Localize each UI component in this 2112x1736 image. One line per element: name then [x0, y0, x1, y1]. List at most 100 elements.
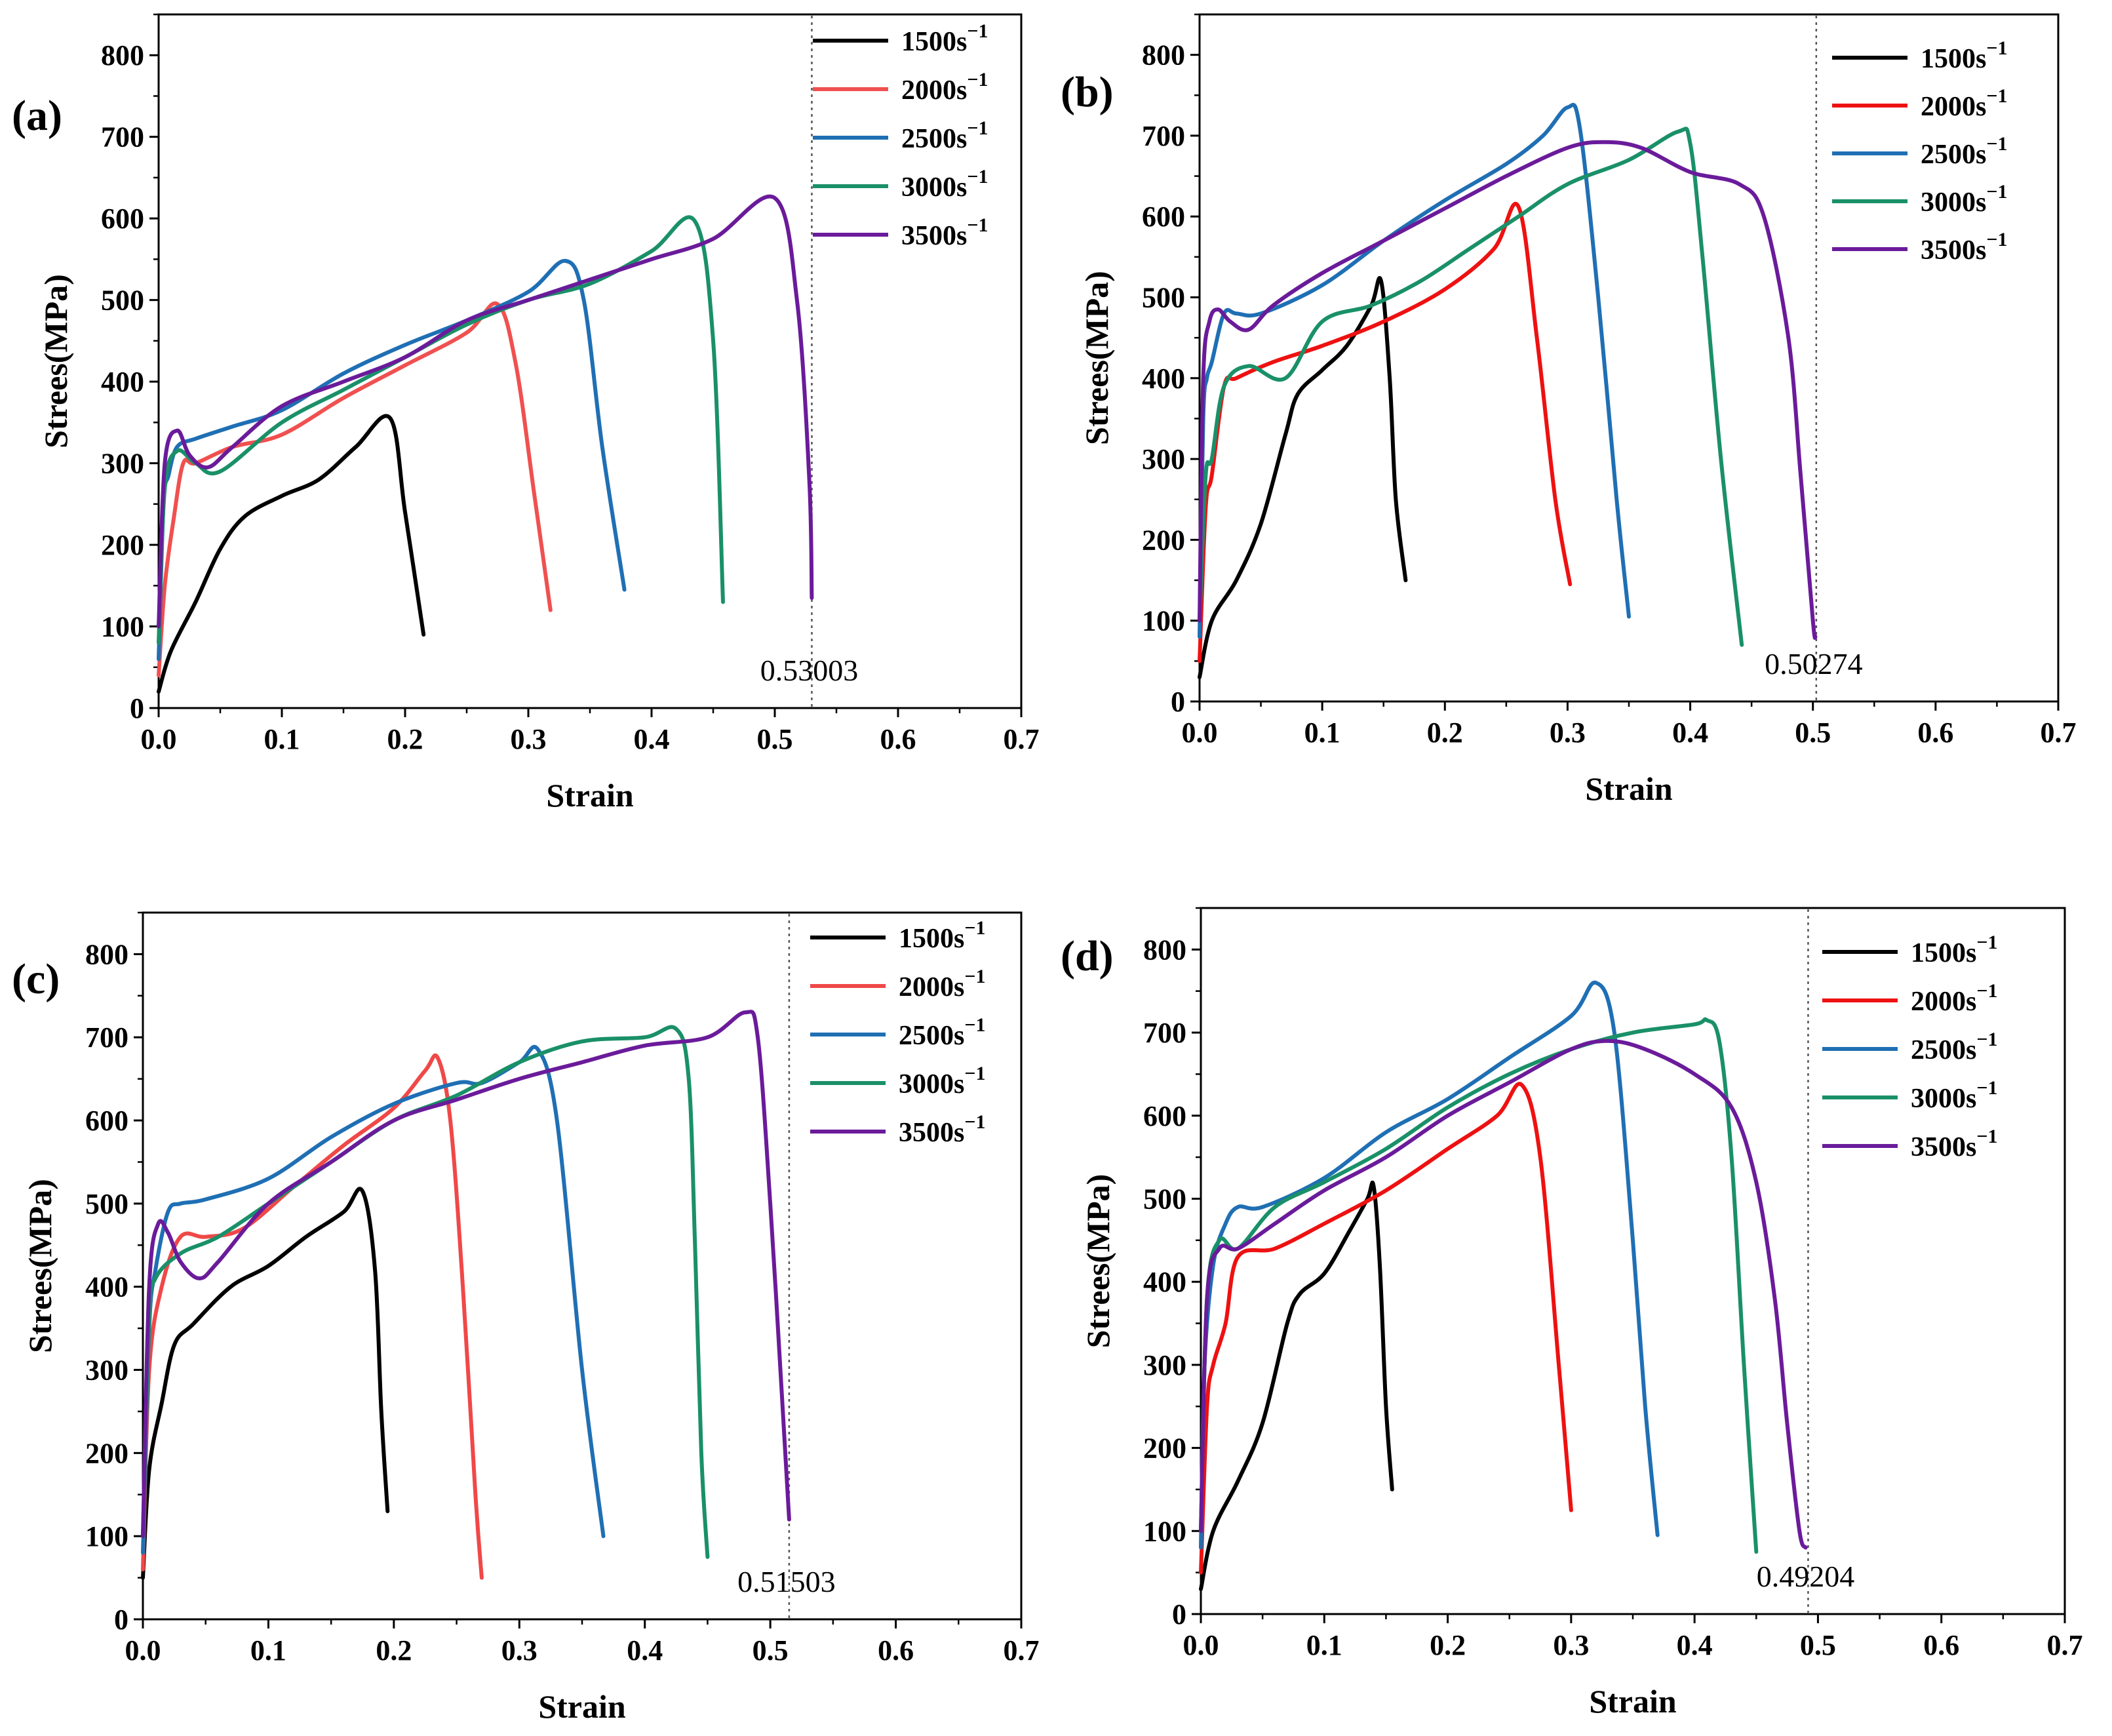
x-tick-label: 0.0 — [1182, 717, 1218, 749]
y-tick-label: 300 — [85, 1354, 128, 1387]
x-tick-label: 0.7 — [1004, 1634, 1040, 1667]
legend-label: 3500s−1 — [1921, 229, 2007, 266]
y-tick-label: 400 — [1143, 1266, 1186, 1298]
y-tick-label: 300 — [1142, 443, 1185, 475]
y-tick-label: 300 — [1143, 1349, 1186, 1381]
panel-c: 0.0 0.1 0.2 0.3 0.4 0.5 0.6 0.7 0 100 200 300 400 500… — [12, 911, 1040, 1725]
legend-label: 1500s−1 — [901, 20, 988, 57]
legend-label: 2500s−1 — [899, 1014, 985, 1051]
x-tick-label: 0.7 — [1004, 723, 1040, 755]
y-tick-label: 400 — [1142, 363, 1185, 395]
y-axis-label: Strees(MPa) — [1078, 271, 1115, 445]
panel-label: (a) — [12, 92, 62, 140]
y-tick-label: 700 — [1143, 1017, 1186, 1049]
series-line-3500s — [157, 194, 814, 629]
legend-label: 2500s−1 — [901, 117, 988, 154]
legend-label: 3000s−1 — [1911, 1077, 1997, 1114]
series-line-2000s — [157, 301, 553, 678]
y-tick-label: 800 — [1142, 39, 1185, 71]
series-line-1500s — [157, 414, 426, 694]
x-tick-label: 0.3 — [1553, 1629, 1589, 1661]
panel-b: 0.0 0.1 0.2 0.3 0.4 0.5 0.6 0.7 0 100 200 300 400 500… — [1061, 13, 2077, 807]
x-tick-label: 0.4 — [627, 1634, 663, 1667]
legend-label: 1500s−1 — [1911, 932, 1997, 968]
x-tick-label: 0.1 — [264, 723, 300, 755]
series-line-2500s — [1198, 102, 1631, 639]
y-tick-label: 600 — [1142, 201, 1185, 233]
legend-label: 2000s−1 — [1921, 85, 2007, 122]
series-line-1500s — [1199, 1180, 1394, 1591]
fracture-strain-annotation: 0.51503 — [737, 1565, 836, 1598]
panel-d: 0.0 0.1 0.2 0.3 0.4 0.5 0.6 0.7 0 100 200 300 400 500… — [1061, 907, 2083, 1720]
y-tick-label: 600 — [85, 1105, 128, 1137]
plot-frame — [142, 911, 1023, 1621]
legend-label: 2000s−1 — [901, 69, 988, 106]
y-tick-label: 100 — [1143, 1515, 1186, 1547]
y-tick-label: 100 — [1142, 605, 1185, 637]
legend-label: 3500s−1 — [899, 1111, 985, 1148]
y-tick-label: 600 — [101, 203, 144, 235]
series-line-3000s — [141, 1025, 710, 1559]
legend-label: 3000s−1 — [899, 1063, 985, 1099]
x-tick-label: 0.0 — [1183, 1629, 1219, 1661]
x-tick-label: 0.0 — [125, 1634, 161, 1667]
legend-label: 1500s−1 — [1921, 37, 2007, 74]
y-tick-label: 200 — [85, 1437, 128, 1469]
x-tick-label: 0.4 — [634, 723, 670, 755]
series-line-3000s — [157, 215, 725, 645]
x-tick-label: 0.4 — [1677, 1629, 1713, 1661]
panel-label: (d) — [1061, 932, 1114, 980]
y-tick-label: 200 — [101, 529, 144, 561]
y-tick-label: 700 — [1142, 120, 1185, 152]
series-line-2000s — [1199, 1082, 1573, 1575]
series-line-3000s — [1199, 1017, 1759, 1554]
x-tick-label: 0.6 — [880, 723, 916, 755]
y-tick-label: 500 — [1142, 282, 1185, 314]
legend-label: 3500s−1 — [901, 214, 988, 251]
series-line-2500s — [157, 258, 627, 661]
plot-frame — [157, 13, 1023, 709]
x-tick-label: 0.0 — [141, 723, 177, 755]
y-tick-label: 100 — [85, 1520, 128, 1552]
series-line-2500s — [1199, 980, 1660, 1550]
x-tick-label: 0.1 — [1304, 717, 1340, 749]
y-axis-label: Strees(MPa) — [1080, 1174, 1116, 1349]
x-tick-label: 0.3 — [1550, 717, 1586, 749]
legend-label: 1500s−1 — [899, 917, 985, 954]
y-tick-label: 700 — [85, 1021, 128, 1054]
x-axis-label: Strain — [1589, 1683, 1677, 1720]
y-tick-label: 0 — [1171, 686, 1185, 718]
panel-a: 0.0 0.1 0.2 0.3 0.4 0.5 0.6 0.7 0 100 200 300 400 500… — [12, 13, 1040, 814]
panel-label: (b) — [1061, 68, 1114, 116]
y-tick-label: 500 — [101, 285, 144, 317]
y-tick-label: 800 — [1143, 934, 1186, 966]
y-tick-label: 800 — [85, 938, 128, 970]
legend-label: 3000s−1 — [1921, 181, 2007, 218]
x-tick-label: 0.1 — [1306, 1629, 1342, 1661]
x-tick-label: 0.2 — [1427, 717, 1463, 749]
x-tick-label: 0.7 — [2041, 717, 2077, 749]
x-tick-label: 0.4 — [1672, 717, 1708, 749]
legend-label: 2000s−1 — [1911, 980, 1997, 1017]
legend-label: 2000s−1 — [899, 966, 985, 1002]
series-line-3500s — [1198, 140, 1818, 640]
x-tick-label: 0.7 — [2047, 1629, 2083, 1661]
x-tick-label: 0.6 — [1917, 717, 1953, 749]
fracture-strain-annotation: 0.53003 — [760, 654, 859, 687]
y-tick-label: 100 — [101, 611, 144, 643]
x-tick-label: 0.5 — [1795, 717, 1831, 749]
series-line-2500s — [141, 1044, 606, 1555]
series-line-1500s — [141, 1187, 390, 1580]
y-tick-label: 0 — [1172, 1598, 1186, 1630]
series-line-3000s — [1198, 127, 1744, 647]
legend-label: 3000s−1 — [901, 166, 988, 203]
y-tick-label: 800 — [101, 39, 144, 71]
series-line-2000s — [1198, 202, 1573, 663]
fracture-strain-annotation: 0.50274 — [1765, 647, 1863, 681]
y-tick-label: 600 — [1143, 1100, 1186, 1132]
y-tick-label: 300 — [101, 448, 144, 480]
x-tick-label: 0.1 — [250, 1634, 286, 1667]
x-axis-label: Strain — [546, 777, 634, 814]
legend-label: 2500s−1 — [1911, 1029, 1997, 1065]
